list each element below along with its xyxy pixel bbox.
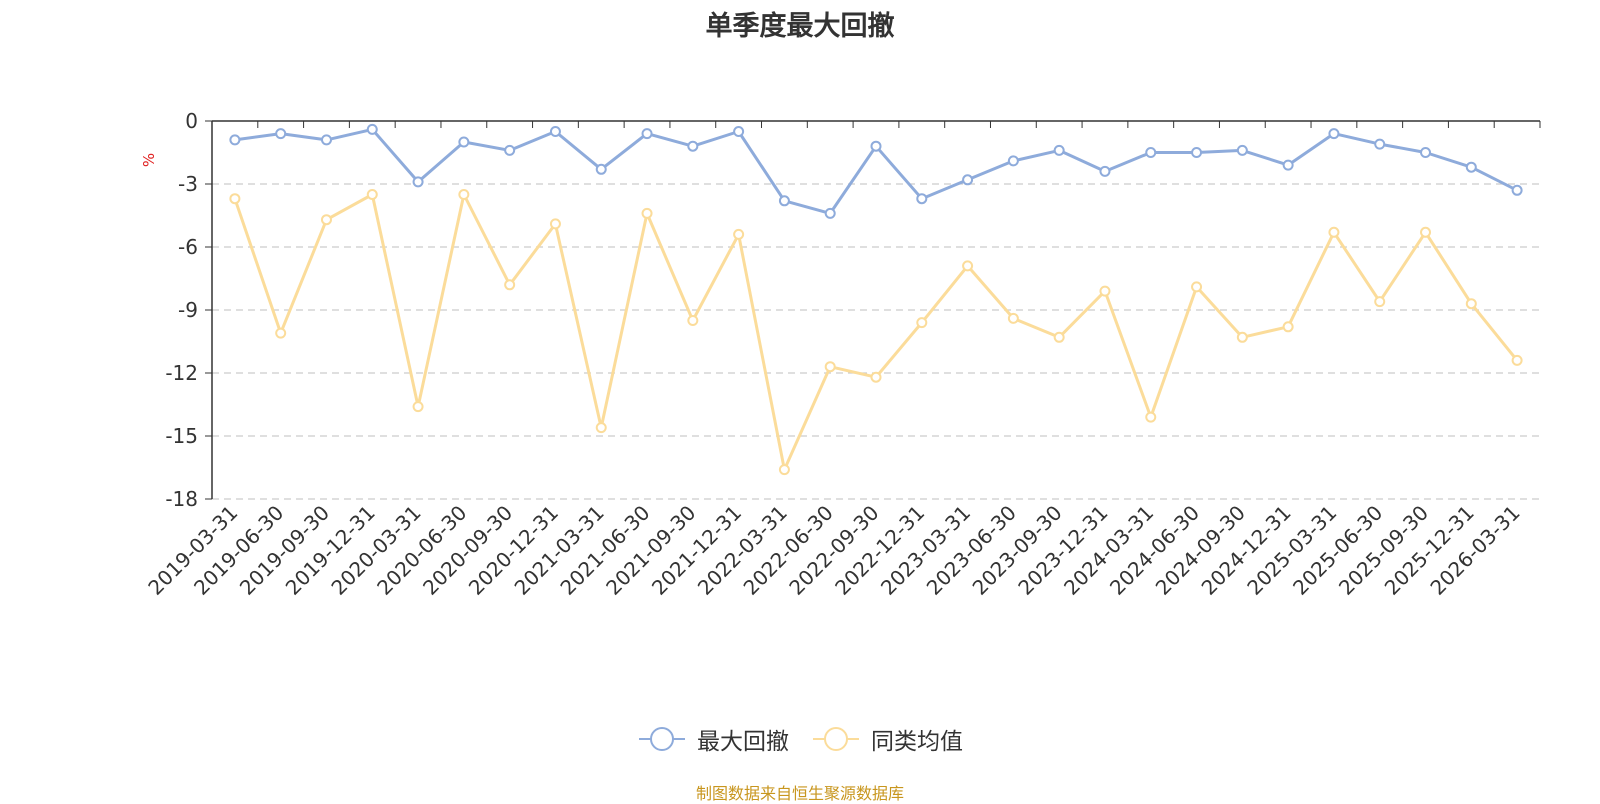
data-point — [1053, 331, 1065, 343]
x-tick-labels: 2019-03-312019-06-302019-09-302019-12-31… — [143, 501, 1524, 600]
data-point — [824, 207, 836, 219]
data-point — [595, 422, 607, 434]
data-point — [320, 214, 332, 226]
data-point — [641, 128, 653, 140]
data-point — [962, 260, 974, 272]
data-point — [778, 195, 790, 207]
data-point — [870, 371, 882, 383]
data-point — [1374, 296, 1386, 308]
data-point — [1145, 411, 1157, 423]
data-point — [1007, 155, 1019, 167]
legend-label: 最大回撤 — [697, 729, 789, 755]
data-point — [504, 279, 516, 291]
legend-item-peer-average[interactable]: 同类均值 — [811, 722, 963, 756]
data-point — [1007, 312, 1019, 324]
y-tick-labels: 0 -3 -6 -9 -12 -15 -18 — [165, 109, 198, 511]
y-tick-label: -18 — [165, 487, 198, 511]
data-point — [1191, 147, 1203, 158]
data-point — [641, 207, 653, 219]
y-tick-label: -9 — [178, 298, 198, 322]
data-point — [275, 128, 287, 140]
y-tick-label: -12 — [165, 361, 198, 385]
series-line — [233, 193, 1519, 472]
data-point — [1282, 159, 1294, 171]
data-point — [275, 327, 287, 339]
data-point — [1053, 144, 1065, 156]
legend-label: 同类均值 — [871, 729, 963, 755]
source-note: 制图数据来自恒生聚源数据库 — [695, 784, 904, 803]
series-1 — [229, 123, 1523, 219]
data-point — [595, 163, 607, 175]
legend-line-circle-icon — [639, 727, 685, 751]
chart-title: 单季度最大回撤 — [705, 11, 895, 42]
data-point — [1145, 147, 1157, 158]
axes — [205, 120, 1541, 500]
data-point — [1420, 147, 1432, 158]
data-point — [1465, 161, 1477, 173]
y-tick-label: -6 — [178, 235, 198, 259]
data-point — [366, 189, 378, 200]
data-point — [1191, 281, 1203, 293]
data-point — [1328, 128, 1340, 140]
legend-line-circle-icon — [813, 727, 859, 751]
data-point — [687, 315, 699, 326]
data-point — [549, 126, 561, 137]
data-point — [1099, 285, 1111, 297]
data-point — [1374, 138, 1386, 150]
data-point — [1282, 321, 1294, 333]
data-point — [320, 134, 332, 146]
grid-lines — [212, 183, 1540, 500]
y-tick-label: 0 — [185, 109, 198, 133]
data-point — [824, 361, 836, 373]
data-point — [1099, 165, 1111, 177]
data-point — [458, 189, 470, 200]
data-point — [733, 126, 745, 137]
data-point — [1420, 226, 1432, 238]
data-point — [778, 464, 790, 476]
data-point — [366, 123, 378, 135]
data-point — [1511, 184, 1523, 196]
data-point — [733, 228, 745, 240]
data-point — [549, 218, 561, 230]
data-point — [412, 401, 424, 413]
data-point — [458, 136, 470, 148]
data-point — [1328, 226, 1340, 238]
data-point — [412, 176, 424, 188]
legend-item-max-drawdown[interactable]: 最大回撤 — [637, 722, 789, 756]
series-2 — [229, 189, 1523, 476]
data-point — [870, 140, 882, 152]
data-point — [504, 144, 516, 156]
data-point — [229, 134, 241, 146]
data-point — [916, 317, 928, 329]
data-point — [229, 193, 241, 205]
legend: 最大回撤 同类均值 — [0, 722, 1600, 756]
y-tick-label: -3 — [178, 172, 198, 196]
data-point — [1236, 331, 1248, 343]
series-lines — [229, 123, 1523, 476]
data-point — [687, 140, 699, 152]
data-point — [1511, 354, 1523, 366]
y-axis-unit-label: % — [140, 153, 158, 167]
data-point — [1236, 144, 1248, 156]
data-point — [962, 174, 974, 186]
data-point — [916, 193, 928, 205]
y-tick-label: -15 — [165, 424, 198, 448]
data-point — [1465, 298, 1477, 310]
